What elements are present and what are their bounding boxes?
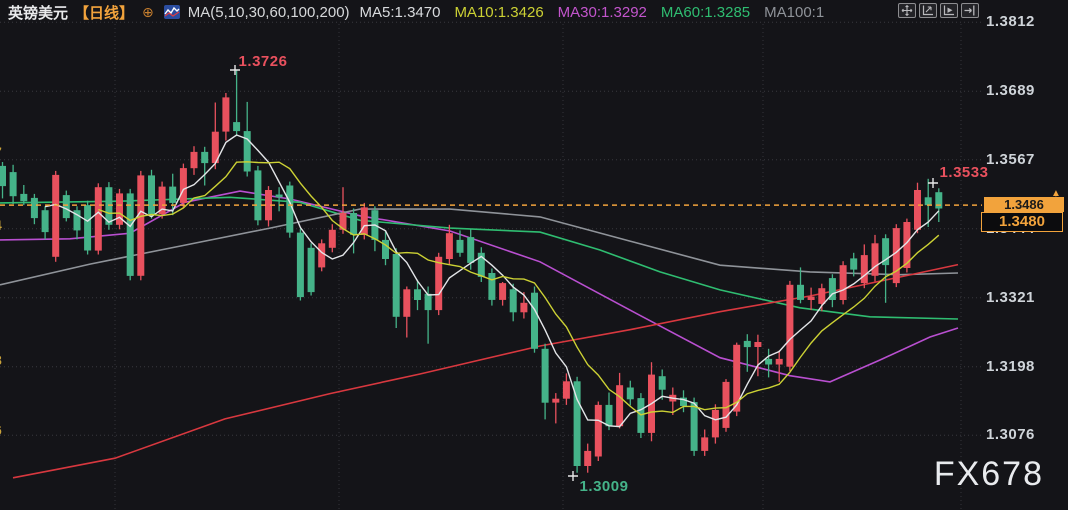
ma5-line <box>44 134 940 428</box>
watermark: FX678 <box>933 455 1044 493</box>
legend-ma-item: MA100:1 <box>764 3 825 21</box>
period-label[interactable]: 【日线】 <box>74 4 135 22</box>
ma100-line <box>0 208 959 286</box>
ma-group-label: MA(5,10,30,60,100,200) <box>187 3 350 21</box>
chart-toolbar <box>898 3 979 18</box>
ma10-line <box>98 161 940 416</box>
legend-ma-item: MA5:1.3470 <box>359 3 441 21</box>
chart-header: 英镑美元 【日线】 ⊕ MA(5,10,30,60,100,200) MA5:1… <box>8 2 838 22</box>
extreme-marker-icon <box>230 65 240 75</box>
chart-logo-icon <box>163 5 180 19</box>
jump-to-latest-icon[interactable] <box>961 3 979 18</box>
symbol-title: 英镑美元 <box>8 4 69 22</box>
legend-ma-item: MA60:1.3285 <box>660 3 751 21</box>
ma-legend: MA5:1.3470 MA10:1.3426 MA30:1.3292 MA60:1.3… <box>360 4 839 21</box>
legend-ma-item: MA10:1.3426 <box>454 3 544 21</box>
ma30-line <box>0 190 959 383</box>
legend-ma-item: MA30:1.3292 <box>557 3 647 21</box>
play-forward-icon[interactable] <box>940 3 958 18</box>
ma60-line <box>0 196 959 320</box>
pan-crosshair-icon[interactable] <box>898 3 916 18</box>
extreme-marker-icon <box>568 471 578 481</box>
ma200-line <box>12 263 959 479</box>
extreme-marker-icon <box>928 178 938 188</box>
collapse-icon[interactable]: ⊕ <box>142 3 154 20</box>
fit-chart-icon[interactable] <box>919 3 937 18</box>
